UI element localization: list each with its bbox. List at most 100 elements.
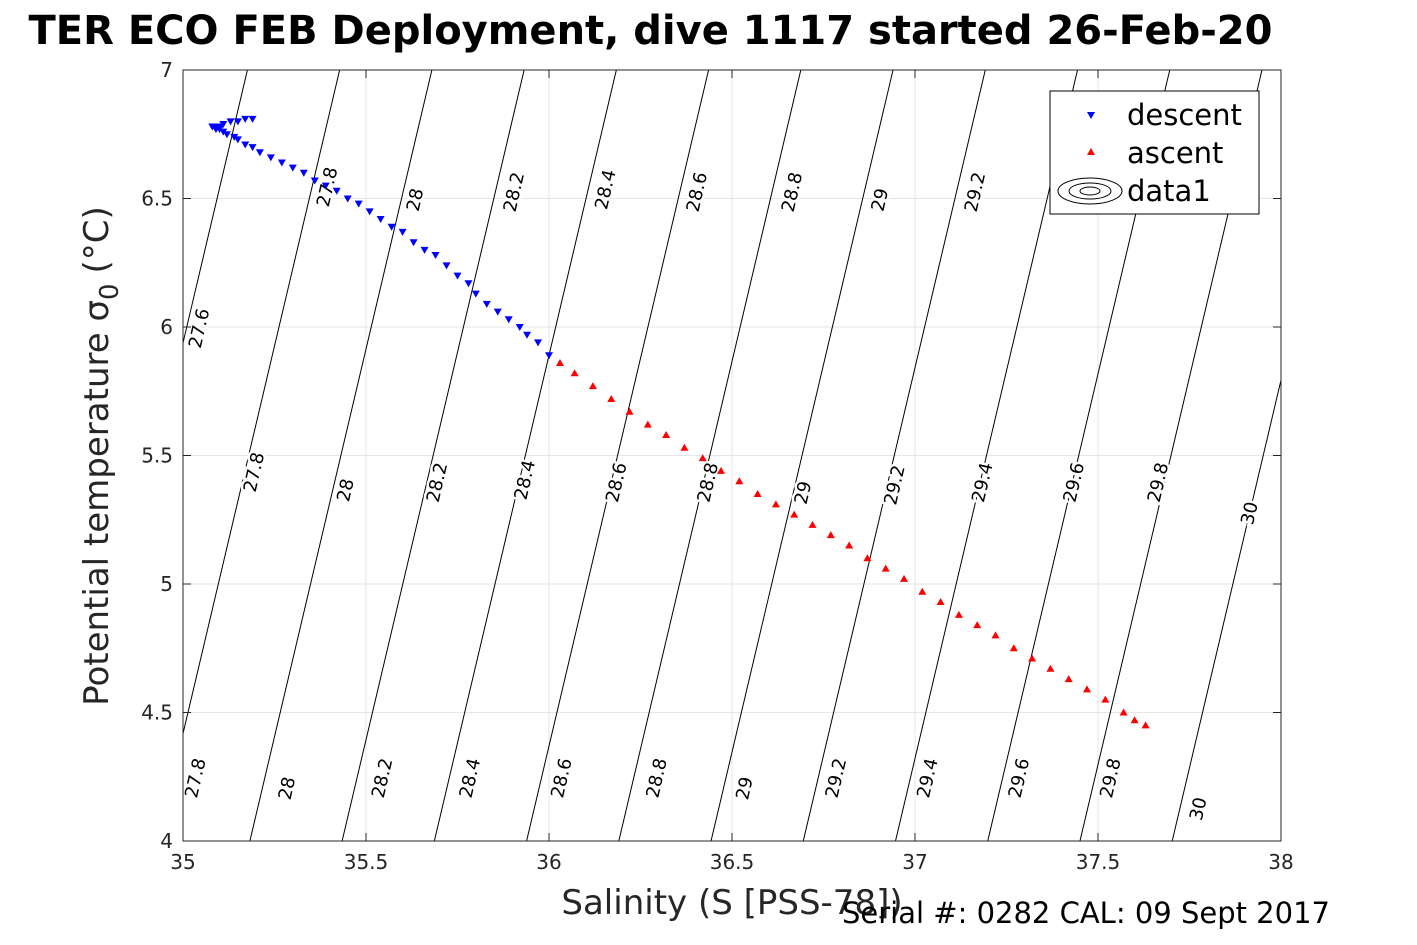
descent-point [226, 118, 235, 126]
ascent-point [1130, 716, 1139, 724]
contour-label: 29 [868, 186, 894, 213]
descent-point [233, 118, 242, 126]
descent-point [299, 169, 308, 177]
legend-box [1049, 90, 1260, 215]
contour-label: 29.2 [961, 170, 990, 214]
y-tick-label: 5.5 [141, 444, 173, 468]
ascent-point [936, 597, 945, 605]
page-title: TER ECO FEB Deployment, dive 1117 starte… [0, 6, 1417, 56]
contour-label: 30 [1186, 795, 1212, 822]
ascent-point [1119, 708, 1128, 716]
contour-labels: 27.8 28 28.2 28.4 28.6 28.8 29 29.2 27.6 27.8 28 28… [179, 163, 1266, 825]
chart-title: TER ECO FEB Deployment, dive 1117 starte… [28, 8, 1273, 54]
ascent-point [1046, 664, 1055, 672]
contour-label: 28.4 [456, 756, 485, 800]
y-axis-label-subscript: 0 [95, 283, 125, 300]
ascent-point [918, 587, 927, 595]
descent-point [233, 136, 242, 144]
y-tick-label: 6.5 [141, 187, 173, 211]
contour-label: 29 [791, 479, 817, 506]
legend-data1-label: data1 [1127, 174, 1211, 208]
contour-label: 29.4 [968, 461, 997, 505]
ascent-point [954, 610, 963, 618]
contour-label: 29.6 [1060, 461, 1089, 505]
ascent-point [1141, 721, 1150, 729]
ascent-point [1028, 654, 1037, 662]
descent-point [248, 115, 257, 123]
y-axis-label-text: Potential temperature σ [77, 300, 117, 706]
contour-label: 28 [333, 477, 359, 504]
contour-label: 28.6 [602, 461, 631, 505]
descent-point [534, 339, 543, 347]
ascent-point [771, 500, 780, 508]
isopycnal-line [1171, 377, 1281, 841]
descent-point [241, 141, 250, 149]
isopycnal-line [802, 70, 986, 841]
isopycnal-line [710, 70, 894, 841]
x-tick-label: 37.5 [1076, 850, 1121, 874]
descent-point [431, 252, 440, 260]
descent-point [409, 239, 418, 247]
contour-label: 28.8 [642, 756, 671, 800]
ascent-point [698, 454, 707, 462]
descent-point [310, 177, 319, 185]
descent-point [208, 123, 217, 131]
descent-point [493, 308, 502, 316]
descent-point [215, 126, 224, 134]
descent-point [255, 149, 264, 157]
descent-point [471, 290, 480, 298]
series-descent [208, 115, 553, 360]
descent-point [277, 159, 286, 167]
contour-label: 29.6 [1005, 756, 1034, 800]
ascent-point [717, 466, 726, 474]
descent-point [464, 280, 473, 288]
descent-point [398, 228, 407, 236]
ascent-point [1101, 695, 1110, 703]
ascent-point [991, 631, 1000, 639]
ascent-point [1064, 675, 1073, 683]
ascent-point [570, 369, 579, 377]
contour-label: 29.2 [880, 463, 909, 507]
ascent-point [555, 358, 564, 366]
descent-point [321, 182, 330, 190]
descent-point [219, 120, 228, 128]
descent-point [219, 128, 228, 136]
x-axis-label: Salinity (S [PSS-78]) [561, 883, 902, 923]
isopycnal-line [526, 70, 710, 841]
x-tick-label: 36 [536, 850, 561, 874]
contour-label: 28.4 [511, 458, 540, 502]
descent-point [545, 352, 553, 360]
ascent-point [881, 564, 890, 572]
contour-label: 27.8 [181, 756, 210, 800]
descent-point [365, 208, 374, 216]
isopycnal-line [249, 70, 433, 841]
descent-point [376, 216, 385, 224]
ascent-point [607, 394, 616, 402]
contour-label: 28.6 [547, 756, 576, 800]
ascent-point [863, 554, 872, 562]
isopycnal-line [341, 70, 525, 841]
x-tick-label: 35.5 [344, 850, 389, 874]
contour-label: 28 [403, 186, 429, 213]
ascent-point [973, 621, 982, 629]
isopycnal-line [895, 70, 1078, 841]
isopycnal-line [183, 70, 248, 346]
y-axis-label-unit: (°C) [77, 206, 117, 273]
contour-label: 28.8 [778, 170, 807, 214]
contour-label: 28 [275, 775, 301, 802]
y-tick-label: 6 [160, 315, 173, 339]
descent-point [230, 133, 239, 141]
ascent-point [662, 430, 671, 438]
descent-point [241, 115, 250, 123]
ascent-point [1009, 644, 1018, 652]
x-tick-label: 35 [170, 850, 195, 874]
contour-label: 28.8 [694, 461, 723, 505]
svg-text:Potential temperature σ0(°C): Potential temperature σ0 (°C) [77, 206, 125, 706]
contour-label: 28.4 [591, 168, 620, 212]
descent-point [354, 200, 363, 208]
contour-label: 29.8 [1096, 756, 1125, 800]
ascent-point [735, 477, 744, 485]
contour-label: 30 [1237, 500, 1263, 527]
ascent-point [826, 531, 835, 539]
